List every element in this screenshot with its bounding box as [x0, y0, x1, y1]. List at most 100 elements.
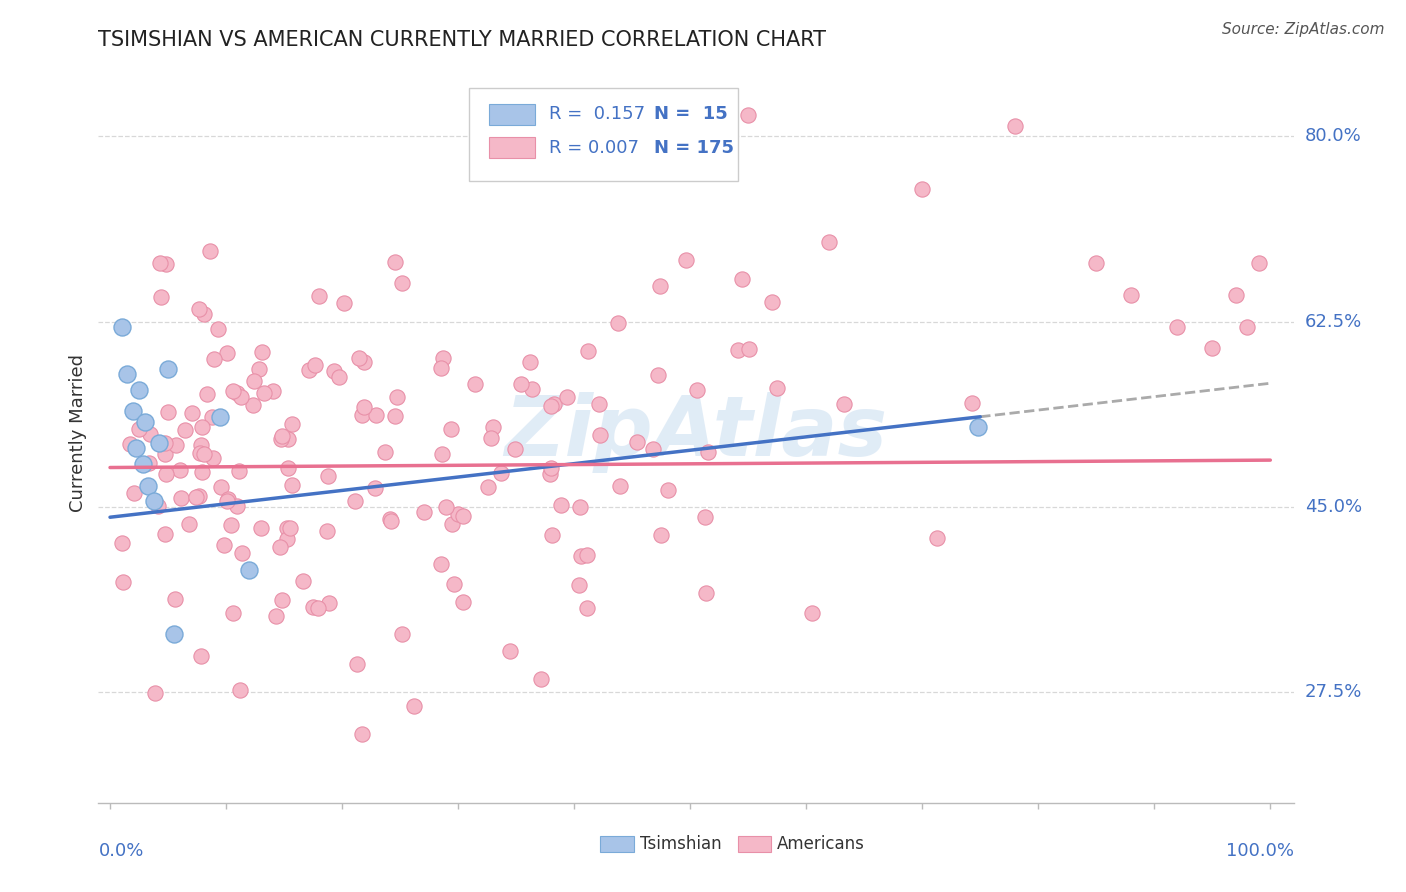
Point	[350, 408, 373, 422]
Point	[391, 627, 413, 641]
Point	[520, 382, 543, 396]
Point	[302, 599, 325, 614]
Point	[911, 182, 934, 196]
Point	[800, 606, 823, 620]
Point	[163, 626, 186, 640]
Point	[648, 279, 671, 293]
Point	[149, 290, 172, 304]
Point	[181, 406, 204, 420]
FancyBboxPatch shape	[470, 88, 738, 181]
Point	[138, 456, 160, 470]
Point	[187, 301, 209, 316]
Point	[695, 586, 717, 600]
Point	[328, 369, 350, 384]
Point	[202, 351, 225, 366]
Point	[589, 428, 612, 442]
Text: R =  0.157: R = 0.157	[548, 105, 645, 123]
Point	[212, 538, 235, 552]
Text: 27.5%: 27.5%	[1305, 682, 1362, 701]
FancyBboxPatch shape	[489, 103, 534, 125]
Point	[391, 276, 413, 290]
Point	[153, 447, 176, 461]
Point	[264, 608, 287, 623]
Point	[153, 527, 176, 541]
Point	[588, 397, 610, 411]
Point	[304, 358, 326, 372]
Point	[191, 465, 214, 479]
Point	[1247, 256, 1270, 270]
Point	[195, 387, 218, 401]
Point	[269, 540, 291, 554]
Point	[346, 657, 368, 671]
Point	[190, 438, 212, 452]
Point	[489, 466, 512, 480]
Point	[727, 343, 749, 358]
Point	[766, 381, 789, 395]
Point	[404, 698, 426, 713]
Point	[277, 460, 299, 475]
Point	[308, 288, 330, 302]
Point	[384, 255, 406, 269]
Point	[413, 505, 436, 519]
Point	[650, 528, 672, 542]
Point	[481, 420, 503, 434]
Point	[576, 548, 599, 562]
Text: R = 0.007: R = 0.007	[548, 138, 638, 157]
Point	[188, 445, 211, 459]
Point	[818, 235, 841, 250]
Point	[200, 244, 222, 258]
Text: 62.5%: 62.5%	[1305, 312, 1362, 331]
Point	[387, 390, 409, 404]
Point	[209, 480, 232, 494]
Point	[231, 390, 253, 404]
Point	[179, 516, 201, 531]
Point	[148, 499, 170, 513]
Point	[131, 420, 153, 434]
Point	[128, 384, 150, 398]
Point	[1201, 341, 1223, 355]
Text: 80.0%: 80.0%	[1305, 128, 1361, 145]
Point	[675, 253, 697, 268]
Point	[222, 607, 245, 621]
Text: Source: ZipAtlas.com: Source: ZipAtlas.com	[1222, 22, 1385, 37]
Text: TSIMSHIAN VS AMERICAN CURRENTLY MARRIED CORRELATION CHART: TSIMSHIAN VS AMERICAN CURRENTLY MARRIED …	[98, 29, 827, 50]
Text: 0.0%: 0.0%	[98, 842, 143, 860]
Point	[243, 374, 266, 388]
Point	[169, 463, 191, 477]
Point	[201, 410, 224, 425]
Point	[278, 521, 301, 535]
Point	[156, 405, 179, 419]
Point	[1119, 288, 1142, 302]
Point	[693, 510, 716, 524]
Point	[576, 344, 599, 359]
Point	[134, 415, 156, 429]
Point	[1236, 319, 1258, 334]
Point	[280, 417, 302, 431]
Point	[163, 592, 186, 607]
Point	[364, 481, 387, 495]
Point	[349, 351, 371, 365]
Point	[131, 458, 153, 472]
Point	[576, 600, 599, 615]
Point	[155, 467, 177, 481]
Point	[568, 500, 591, 515]
Point	[139, 426, 162, 441]
Point	[122, 404, 145, 418]
Point	[276, 532, 298, 546]
Point	[219, 518, 242, 533]
Point	[276, 521, 298, 535]
Point	[641, 442, 664, 456]
Point	[307, 600, 329, 615]
Point	[117, 368, 139, 382]
Point	[647, 368, 669, 383]
Point	[323, 364, 346, 378]
Point	[122, 486, 145, 500]
Point	[1004, 119, 1026, 133]
Point	[155, 257, 177, 271]
Point	[540, 399, 562, 413]
Point	[538, 467, 561, 481]
Point	[550, 498, 572, 512]
Y-axis label: Currently Married: Currently Married	[69, 353, 87, 512]
Point	[761, 294, 783, 309]
Point	[298, 363, 321, 377]
